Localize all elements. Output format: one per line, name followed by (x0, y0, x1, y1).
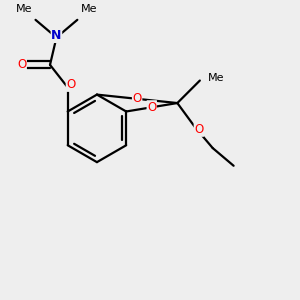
Text: O: O (133, 92, 142, 105)
Text: Me: Me (81, 4, 97, 14)
Text: Me: Me (16, 4, 32, 14)
Text: Me: Me (208, 73, 224, 83)
Text: O: O (194, 123, 203, 136)
Text: O: O (17, 58, 26, 71)
Text: N: N (51, 29, 62, 42)
Text: O: O (66, 78, 76, 91)
Text: O: O (147, 101, 156, 114)
